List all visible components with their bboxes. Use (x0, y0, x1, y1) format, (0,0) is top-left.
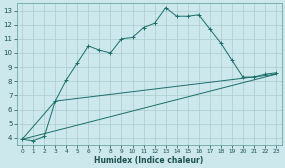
X-axis label: Humidex (Indice chaleur): Humidex (Indice chaleur) (94, 156, 204, 164)
